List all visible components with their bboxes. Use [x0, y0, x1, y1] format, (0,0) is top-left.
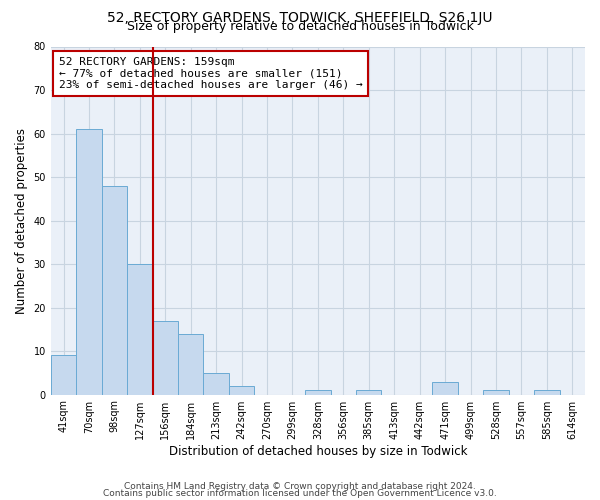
- Text: Contains HM Land Registry data © Crown copyright and database right 2024.: Contains HM Land Registry data © Crown c…: [124, 482, 476, 491]
- Bar: [178, 334, 203, 394]
- Bar: [534, 390, 560, 394]
- Text: 52 RECTORY GARDENS: 159sqm
← 77% of detached houses are smaller (151)
23% of sem: 52 RECTORY GARDENS: 159sqm ← 77% of deta…: [59, 57, 362, 90]
- Y-axis label: Number of detached properties: Number of detached properties: [15, 128, 28, 314]
- Bar: [229, 386, 254, 394]
- Bar: [101, 186, 127, 394]
- Bar: [127, 264, 152, 394]
- Bar: [76, 129, 101, 394]
- Bar: [433, 382, 458, 394]
- Text: Contains public sector information licensed under the Open Government Licence v3: Contains public sector information licen…: [103, 489, 497, 498]
- Text: 52, RECTORY GARDENS, TODWICK, SHEFFIELD, S26 1JU: 52, RECTORY GARDENS, TODWICK, SHEFFIELD,…: [107, 11, 493, 25]
- X-axis label: Distribution of detached houses by size in Todwick: Distribution of detached houses by size …: [169, 444, 467, 458]
- Bar: [483, 390, 509, 394]
- Bar: [356, 390, 382, 394]
- Bar: [203, 373, 229, 394]
- Bar: [51, 356, 76, 395]
- Text: Size of property relative to detached houses in Todwick: Size of property relative to detached ho…: [127, 20, 473, 33]
- Bar: [152, 320, 178, 394]
- Bar: [305, 390, 331, 394]
